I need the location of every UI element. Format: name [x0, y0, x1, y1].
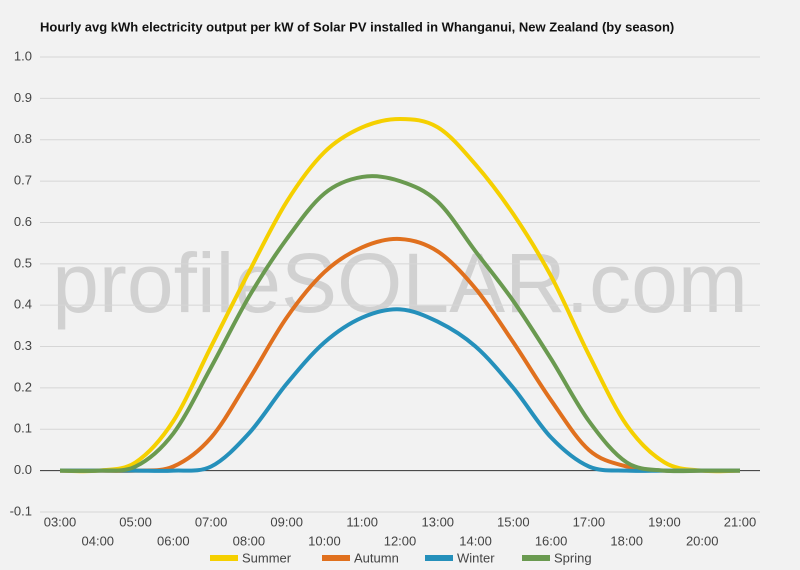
- y-tick-label: 0.0: [14, 462, 32, 477]
- x-tick-label: 09:00: [270, 514, 303, 529]
- y-tick-label: 0.4: [14, 297, 32, 312]
- y-tick-label: 0.9: [14, 90, 32, 105]
- y-tick-label: 0.6: [14, 214, 32, 229]
- legend-swatch: [210, 555, 238, 561]
- legend-label: Spring: [554, 550, 592, 565]
- x-tick-label: 13:00: [422, 514, 455, 529]
- series-line: [59, 236, 740, 473]
- y-tick-label: 0.7: [14, 173, 32, 188]
- legend-label: Winter: [457, 550, 495, 565]
- x-tick-label: 18:00: [610, 533, 643, 548]
- x-tick-label: 17:00: [573, 514, 606, 529]
- x-tick-label: 06:00: [157, 533, 190, 548]
- y-tick-label: 0.8: [14, 131, 32, 146]
- y-tick-label: 0.3: [14, 338, 32, 353]
- series-line: [59, 307, 740, 473]
- x-tick-label: 11:00: [346, 514, 378, 529]
- y-tick-label: 0.5: [14, 255, 32, 270]
- legend-swatch: [425, 555, 453, 561]
- legend-swatch: [322, 555, 350, 561]
- legend-label: Autumn: [354, 550, 399, 565]
- x-tick-label: 20:00: [686, 533, 719, 548]
- y-tick-label: 0.1: [14, 421, 32, 436]
- legend-swatch: [522, 555, 550, 561]
- x-tick-label: 21:00: [724, 514, 757, 529]
- x-tick-label: 07:00: [195, 514, 228, 529]
- series-line: [59, 117, 741, 474]
- x-tick-label: 10:00: [308, 533, 341, 548]
- x-tick-label: 16:00: [535, 533, 568, 548]
- legend-label: Summer: [242, 550, 292, 565]
- y-tick-label: 0.2: [14, 379, 32, 394]
- x-tick-label: 12:00: [384, 533, 417, 548]
- series-line: [59, 174, 740, 474]
- x-tick-label: 14:00: [459, 533, 492, 548]
- x-tick-label: 19:00: [648, 514, 681, 529]
- x-tick-label: 05:00: [119, 514, 152, 529]
- x-tick-label: 03:00: [44, 514, 77, 529]
- chart-title: Hourly avg kWh electricity output per kW…: [40, 19, 674, 34]
- x-tick-label: 08:00: [233, 533, 266, 548]
- x-tick-label: 04:00: [82, 533, 115, 548]
- y-tick-label: -0.1: [10, 503, 32, 518]
- y-tick-label: 1.0: [14, 48, 32, 63]
- watermark: profileSOLAR.com: [52, 236, 748, 330]
- x-tick-label: 15:00: [497, 514, 530, 529]
